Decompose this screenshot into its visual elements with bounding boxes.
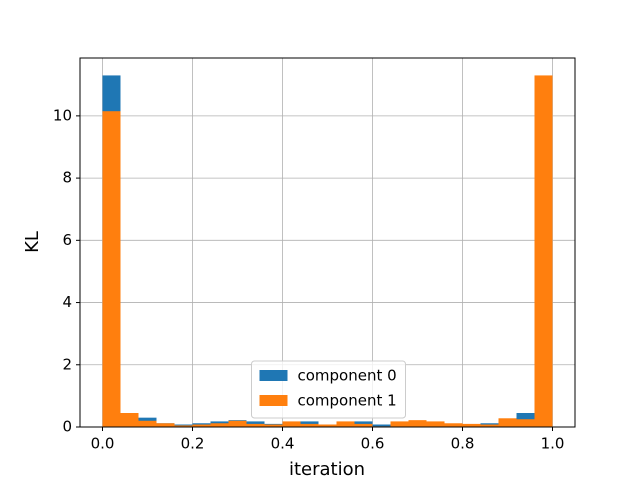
bar [192, 424, 211, 427]
x-tick-label: 0.4 [271, 435, 295, 453]
bar [228, 420, 247, 427]
bar [480, 424, 499, 427]
bar [408, 420, 427, 427]
legend-frame [251, 360, 406, 419]
x-tick-label: 0.2 [181, 435, 205, 453]
x-tick-label: 0.6 [361, 435, 385, 453]
bar [156, 423, 175, 427]
y-tick-label: 10 [53, 106, 72, 124]
legend: component 0 component 1 [251, 360, 406, 419]
bar [264, 424, 283, 427]
bar [102, 111, 121, 428]
bar [120, 412, 139, 427]
bar [426, 421, 445, 427]
x-tick-label: 0.0 [91, 435, 115, 453]
y-axis-label: KL [22, 231, 43, 253]
bar [498, 418, 517, 427]
bar [534, 75, 553, 427]
x-tick-label: 0.8 [451, 435, 475, 453]
bar [390, 421, 409, 427]
bar [174, 425, 193, 427]
bar [282, 421, 301, 427]
y-tick-label: 0 [62, 418, 72, 436]
bar [138, 420, 157, 427]
bar [336, 421, 355, 427]
y-tick-label: 4 [62, 293, 72, 311]
x-axis-label: iteration [289, 459, 365, 480]
legend-swatch [259, 370, 288, 381]
x-tick-label: 1.0 [541, 435, 565, 453]
bar [210, 423, 229, 427]
y-tick-label: 2 [62, 355, 72, 373]
bars [102, 75, 553, 428]
bar [300, 423, 319, 427]
bar [462, 423, 481, 427]
bar [354, 423, 373, 427]
y-tick-label: 8 [62, 169, 72, 187]
legend-label: component 0 [298, 367, 397, 385]
legend-swatch [259, 395, 288, 406]
bar [444, 423, 463, 427]
bar [516, 419, 535, 427]
legend-label: component 1 [298, 392, 397, 410]
y-tick-label: 6 [62, 231, 72, 249]
plot-frame [79, 57, 576, 428]
bar [318, 424, 337, 427]
bar [372, 424, 391, 427]
bar [246, 423, 265, 427]
